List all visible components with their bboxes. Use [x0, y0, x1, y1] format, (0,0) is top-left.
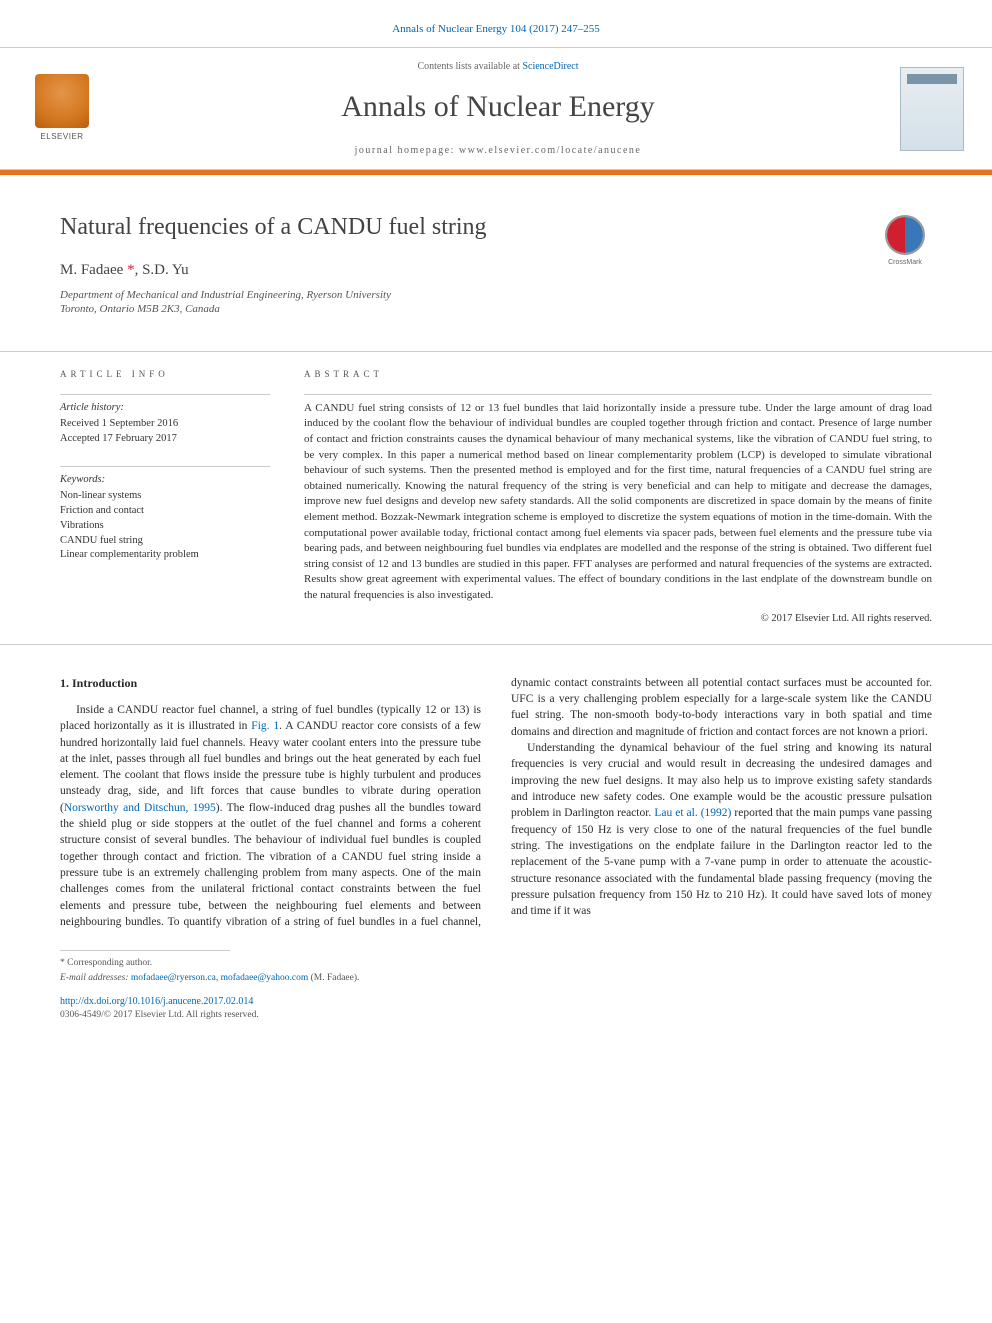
- keyword-3: CANDU fuel string: [60, 534, 270, 549]
- meta-rule-2: [60, 466, 270, 467]
- footer-email-line: E-mail addresses: mofadaee@ryerson.ca, m…: [60, 972, 932, 985]
- keyword-2: Vibrations: [60, 519, 270, 534]
- elsevier-tree-icon: [35, 74, 89, 128]
- sciencedirect-link[interactable]: ScienceDirect: [522, 61, 578, 72]
- meta-rule-1: [60, 394, 270, 395]
- keyword-0: Non-linear systems: [60, 489, 270, 504]
- corresponding-marker: *: [127, 262, 135, 278]
- ref-norsworthy-link[interactable]: Norsworthy and Ditschun, 1995: [64, 802, 216, 814]
- elsevier-logo: ELSEVIER: [28, 71, 96, 147]
- article-info-label: ARTICLE INFO: [60, 368, 270, 380]
- doi-link[interactable]: http://dx.doi.org/10.1016/j.anucene.2017…: [60, 995, 932, 1009]
- history-head: Article history:: [60, 401, 270, 415]
- authors-line: M. Fadaee *, S.D. Yu: [60, 260, 932, 280]
- journal-homepage-line: journal homepage: www.elsevier.com/locat…: [116, 144, 880, 158]
- p3-part-b: reported that the main pumps vane passin…: [511, 807, 932, 917]
- affiliation-line-2: Toronto, Ontario M5B 2K3, Canada: [60, 302, 932, 316]
- homepage-label: journal homepage:: [355, 145, 459, 156]
- article-history-block: Article history: Received 1 September 20…: [60, 401, 270, 447]
- footer-block: * Corresponding author. E-mail addresses…: [0, 944, 992, 1049]
- author-2: S.D. Yu: [142, 262, 189, 278]
- header-center: Contents lists available at ScienceDirec…: [116, 60, 880, 158]
- keyword-4: Linear complementarity problem: [60, 548, 270, 563]
- email-suffix: (M. Fadaee).: [308, 973, 359, 983]
- affiliation-line-1: Department of Mechanical and Industrial …: [60, 288, 932, 302]
- article-title: Natural frequencies of a CANDU fuel stri…: [60, 211, 932, 243]
- elsevier-logo-text: ELSEVIER: [40, 132, 83, 143]
- journal-header: ELSEVIER Contents lists available at Sci…: [0, 47, 992, 171]
- journal-name: Annals of Nuclear Energy: [116, 87, 880, 128]
- keywords-head: Keywords:: [60, 473, 270, 487]
- abstract-copyright: © 2017 Elsevier Ltd. All rights reserved…: [304, 612, 932, 626]
- top-citation: Annals of Nuclear Energy 104 (2017) 247–…: [0, 0, 992, 47]
- article-info-column: ARTICLE INFO Article history: Received 1…: [60, 368, 270, 626]
- abstract-label: ABSTRACT: [304, 368, 932, 380]
- body-paragraph-3: Understanding the dynamical behaviour of…: [511, 740, 932, 920]
- ref-lau-link[interactable]: Lau et al. (1992): [654, 807, 731, 819]
- section-1-heading: 1. Introduction: [60, 675, 481, 692]
- fig1-link[interactable]: Fig. 1: [251, 720, 279, 732]
- keywords-block: Keywords: Non-linear systems Friction an…: [60, 473, 270, 563]
- article-header: CrossMark Natural frequencies of a CANDU…: [0, 175, 992, 332]
- email-2-link[interactable]: mofadaee@yahoo.com: [221, 973, 309, 983]
- contents-available-line: Contents lists available at ScienceDirec…: [116, 60, 880, 74]
- crossmark-icon: [885, 215, 925, 255]
- abstract-rule: [304, 394, 932, 395]
- abstract-column: ABSTRACT A CANDU fuel string consists of…: [304, 368, 932, 626]
- crossmark-label: CrossMark: [888, 259, 922, 266]
- p1-part-b: . A CANDU reactor core consists of a few…: [60, 720, 481, 814]
- homepage-url[interactable]: www.elsevier.com/locate/anucene: [459, 145, 641, 156]
- journal-cover-thumbnail: [900, 67, 964, 151]
- keyword-1: Friction and contact: [60, 504, 270, 519]
- p1-part-c: ). The flow-induced drag pushes all the …: [60, 802, 481, 912]
- contents-prefix: Contents lists available at: [417, 61, 522, 72]
- crossmark-badge[interactable]: CrossMark: [878, 215, 932, 267]
- footer-rule: [60, 950, 230, 951]
- footer-corresponding: * Corresponding author.: [60, 957, 932, 970]
- abstract-text: A CANDU fuel string consists of 12 or 13…: [304, 401, 932, 604]
- email-1-link[interactable]: mofadaee@ryerson.ca: [131, 973, 216, 983]
- accepted-line: Accepted 17 February 2017: [60, 432, 270, 447]
- meta-abstract-row: ARTICLE INFO Article history: Received 1…: [0, 351, 992, 645]
- affiliation: Department of Mechanical and Industrial …: [60, 288, 932, 317]
- received-line: Received 1 September 2016: [60, 417, 270, 432]
- issn-line: 0306-4549/© 2017 Elsevier Ltd. All right…: [60, 1009, 932, 1022]
- article-body: 1. Introduction Inside a CANDU reactor f…: [0, 645, 992, 945]
- email-label: E-mail addresses:: [60, 973, 131, 983]
- author-1: M. Fadaee: [60, 262, 123, 278]
- author-sep: ,: [135, 262, 143, 278]
